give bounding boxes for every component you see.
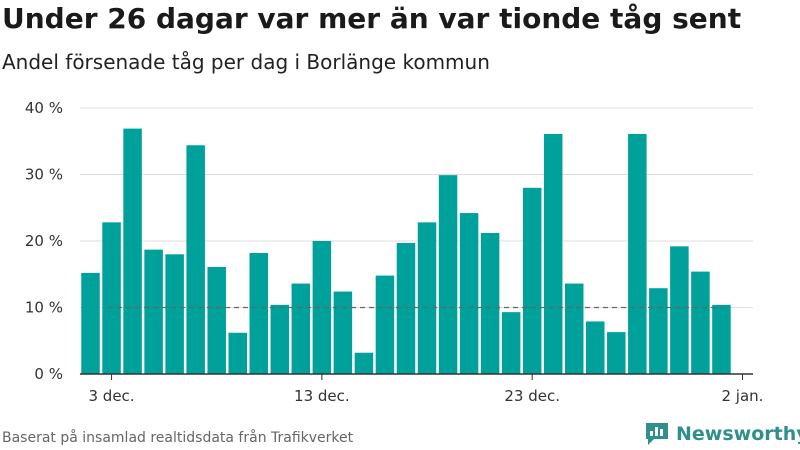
bar[interactable]: [670, 246, 689, 374]
bar[interactable]: [607, 332, 626, 374]
bar[interactable]: [691, 271, 710, 374]
bar[interactable]: [144, 249, 163, 374]
bar[interactable]: [459, 213, 479, 374]
bar[interactable]: [207, 266, 226, 374]
bar[interactable]: [628, 133, 647, 374]
x-tick-label: 13 dec.: [294, 387, 350, 405]
bar[interactable]: [564, 283, 584, 374]
bar[interactable]: [375, 275, 395, 374]
bar[interactable]: [438, 175, 458, 374]
y-tick-labels: 0 % 10 % 20 % 30 % 40 %: [25, 99, 63, 383]
bar[interactable]: [649, 288, 668, 374]
bar[interactable]: [312, 241, 332, 374]
y-tick-label: 30 %: [25, 166, 63, 184]
y-tick-label: 40 %: [25, 99, 63, 117]
x-tick-label: 3 dec.: [89, 387, 135, 405]
x-tick-label: 23 dec.: [504, 387, 560, 405]
y-tick-label: 10 %: [25, 299, 63, 317]
bar[interactable]: [102, 222, 121, 374]
bar[interactable]: [417, 222, 437, 374]
bar[interactable]: [291, 283, 311, 374]
bar[interactable]: [712, 304, 731, 374]
bar[interactable]: [396, 242, 416, 374]
bar[interactable]: [586, 321, 605, 374]
x-tick-labels: 3 dec. 13 dec. 23 dec. 2 jan.: [89, 387, 764, 405]
bar[interactable]: [81, 272, 100, 374]
bar[interactable]: [522, 187, 542, 374]
bar[interactable]: [501, 312, 521, 374]
chart-title: Under 26 dagar var mer än var tionde tåg…: [2, 2, 742, 35]
bar[interactable]: [270, 304, 290, 374]
bar[interactable]: [354, 352, 374, 374]
bar[interactable]: [249, 252, 269, 374]
bar[interactable]: [228, 332, 247, 374]
bar[interactable]: [123, 128, 142, 374]
source-note: Baserat på insamlad realtidsdata från Tr…: [2, 430, 354, 446]
logo-text: Newsworthy: [676, 423, 800, 445]
bar[interactable]: [480, 233, 500, 374]
bar[interactable]: [333, 291, 353, 374]
bars: [81, 128, 731, 374]
bar[interactable]: [165, 254, 184, 374]
y-tick-label: 20 %: [25, 232, 63, 250]
x-tick-label: 2 jan.: [722, 387, 764, 405]
x-axis: [80, 373, 753, 380]
newsworthy-logo[interactable]: Newsworthy: [644, 421, 800, 447]
bar[interactable]: [186, 145, 205, 374]
chart-subtitle: Andel försenade tåg per dag i Borlänge k…: [2, 50, 490, 74]
y-tick-label: 0 %: [34, 365, 63, 383]
bar[interactable]: [543, 133, 563, 374]
bar-chart-icon: [646, 423, 668, 445]
